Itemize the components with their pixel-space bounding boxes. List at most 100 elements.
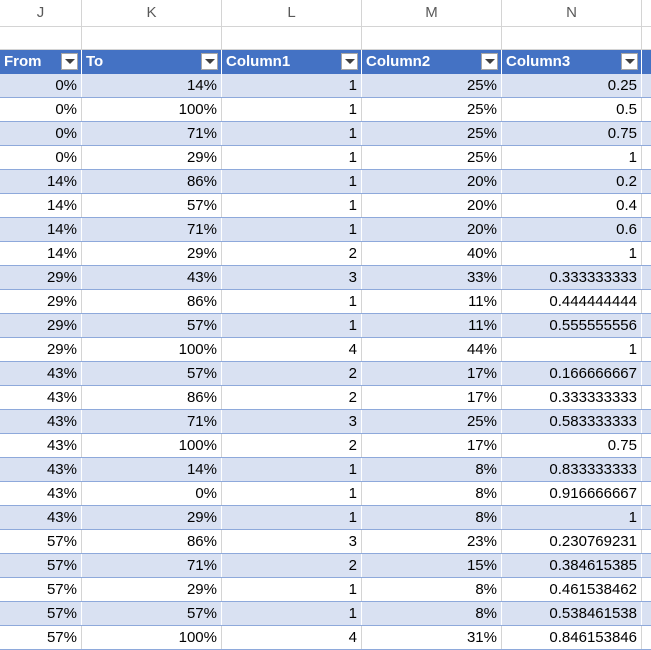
table-cell[interactable]: 43% — [0, 386, 82, 409]
table-cell[interactable]: 44% — [362, 338, 502, 361]
table-cell[interactable]: 1 — [502, 506, 642, 529]
filter-dropdown-icon[interactable] — [201, 53, 218, 70]
table-cell[interactable]: 17% — [362, 362, 502, 385]
table-cell[interactable]: 15% — [362, 554, 502, 577]
table-cell[interactable]: 2 — [222, 554, 362, 577]
table-cell[interactable]: 17% — [362, 434, 502, 457]
table-cell[interactable]: 100% — [82, 626, 222, 649]
table-cell[interactable]: 43% — [0, 506, 82, 529]
table-cell[interactable]: 1 — [222, 482, 362, 505]
blank-cell[interactable] — [362, 27, 502, 50]
table-cell[interactable]: 29% — [82, 578, 222, 601]
table-cell[interactable]: 2 — [222, 242, 362, 265]
table-cell[interactable]: 0.230769231 — [502, 530, 642, 553]
table-cell[interactable]: 14% — [0, 194, 82, 217]
header-cell-column2[interactable]: Column2 — [362, 50, 502, 74]
table-cell[interactable]: 1 — [222, 506, 362, 529]
table-cell[interactable]: 100% — [82, 434, 222, 457]
table-cell[interactable]: 86% — [82, 290, 222, 313]
filter-dropdown-icon[interactable] — [621, 53, 638, 70]
table-cell[interactable]: 0.333333333 — [502, 386, 642, 409]
header-cell-column1[interactable]: Column1 — [222, 50, 362, 74]
table-cell[interactable]: 1 — [222, 98, 362, 121]
table-cell[interactable]: 57% — [0, 578, 82, 601]
table-cell[interactable]: 1 — [502, 242, 642, 265]
table-cell[interactable]: 0% — [0, 74, 82, 97]
table-cell[interactable]: 0.5 — [502, 98, 642, 121]
table-cell[interactable]: 1 — [502, 146, 642, 169]
table-cell[interactable]: 3 — [222, 530, 362, 553]
header-cell-to[interactable]: To — [82, 50, 222, 74]
table-cell[interactable]: 2 — [222, 362, 362, 385]
table-cell[interactable]: 57% — [82, 602, 222, 625]
table-cell[interactable]: 1 — [222, 74, 362, 97]
column-header-k[interactable]: K — [82, 0, 222, 26]
table-cell[interactable]: 0.583333333 — [502, 410, 642, 433]
table-cell[interactable]: 0.461538462 — [502, 578, 642, 601]
table-cell[interactable]: 0% — [0, 122, 82, 145]
table-cell[interactable]: 1 — [222, 578, 362, 601]
table-cell[interactable]: 57% — [82, 362, 222, 385]
table-cell[interactable]: 25% — [362, 410, 502, 433]
table-cell[interactable]: 43% — [0, 458, 82, 481]
table-cell[interactable]: 43% — [0, 362, 82, 385]
table-cell[interactable]: 29% — [0, 266, 82, 289]
table-cell[interactable]: 25% — [362, 122, 502, 145]
table-cell[interactable]: 0.833333333 — [502, 458, 642, 481]
column-header-m[interactable]: M — [362, 0, 502, 26]
table-cell[interactable]: 0% — [0, 98, 82, 121]
table-cell[interactable]: 100% — [82, 98, 222, 121]
table-cell[interactable]: 0.555555556 — [502, 314, 642, 337]
table-cell[interactable]: 29% — [0, 290, 82, 313]
table-cell[interactable]: 57% — [0, 602, 82, 625]
table-cell[interactable]: 25% — [362, 74, 502, 97]
table-cell[interactable]: 0.384615385 — [502, 554, 642, 577]
table-cell[interactable]: 25% — [362, 98, 502, 121]
table-cell[interactable]: 1 — [222, 602, 362, 625]
table-cell[interactable]: 4 — [222, 626, 362, 649]
table-cell[interactable]: 25% — [362, 146, 502, 169]
table-cell[interactable]: 0.25 — [502, 74, 642, 97]
table-cell[interactable]: 20% — [362, 218, 502, 241]
header-cell-from[interactable]: From — [0, 50, 82, 74]
table-cell[interactable]: 23% — [362, 530, 502, 553]
table-cell[interactable]: 0.75 — [502, 434, 642, 457]
table-cell[interactable]: 0% — [0, 146, 82, 169]
table-cell[interactable]: 1 — [222, 194, 362, 217]
table-cell[interactable]: 0.75 — [502, 122, 642, 145]
table-cell[interactable]: 57% — [82, 194, 222, 217]
table-cell[interactable]: 1 — [222, 170, 362, 193]
table-cell[interactable]: 40% — [362, 242, 502, 265]
table-cell[interactable]: 43% — [0, 434, 82, 457]
table-cell[interactable]: 8% — [362, 602, 502, 625]
table-cell[interactable]: 43% — [0, 410, 82, 433]
table-cell[interactable]: 11% — [362, 314, 502, 337]
table-cell[interactable]: 43% — [0, 482, 82, 505]
table-cell[interactable]: 8% — [362, 458, 502, 481]
table-cell[interactable]: 29% — [82, 146, 222, 169]
table-cell[interactable]: 11% — [362, 290, 502, 313]
table-cell[interactable]: 43% — [82, 266, 222, 289]
table-cell[interactable]: 57% — [82, 314, 222, 337]
table-cell[interactable]: 0.916666667 — [502, 482, 642, 505]
table-cell[interactable]: 0.6 — [502, 218, 642, 241]
table-cell[interactable]: 14% — [82, 74, 222, 97]
table-cell[interactable]: 14% — [82, 458, 222, 481]
table-cell[interactable]: 2 — [222, 434, 362, 457]
table-cell[interactable]: 1 — [222, 290, 362, 313]
table-cell[interactable]: 14% — [0, 242, 82, 265]
blank-cell[interactable] — [222, 27, 362, 50]
table-cell[interactable]: 71% — [82, 122, 222, 145]
table-cell[interactable]: 8% — [362, 506, 502, 529]
filter-dropdown-icon[interactable] — [341, 53, 358, 70]
column-header-l[interactable]: L — [222, 0, 362, 26]
filter-dropdown-icon[interactable] — [481, 53, 498, 70]
table-cell[interactable]: 1 — [222, 122, 362, 145]
table-cell[interactable]: 0.166666667 — [502, 362, 642, 385]
table-cell[interactable]: 17% — [362, 386, 502, 409]
table-cell[interactable]: 8% — [362, 482, 502, 505]
blank-cell[interactable] — [82, 27, 222, 50]
table-cell[interactable]: 29% — [0, 338, 82, 361]
table-cell[interactable]: 29% — [82, 506, 222, 529]
table-cell[interactable]: 31% — [362, 626, 502, 649]
